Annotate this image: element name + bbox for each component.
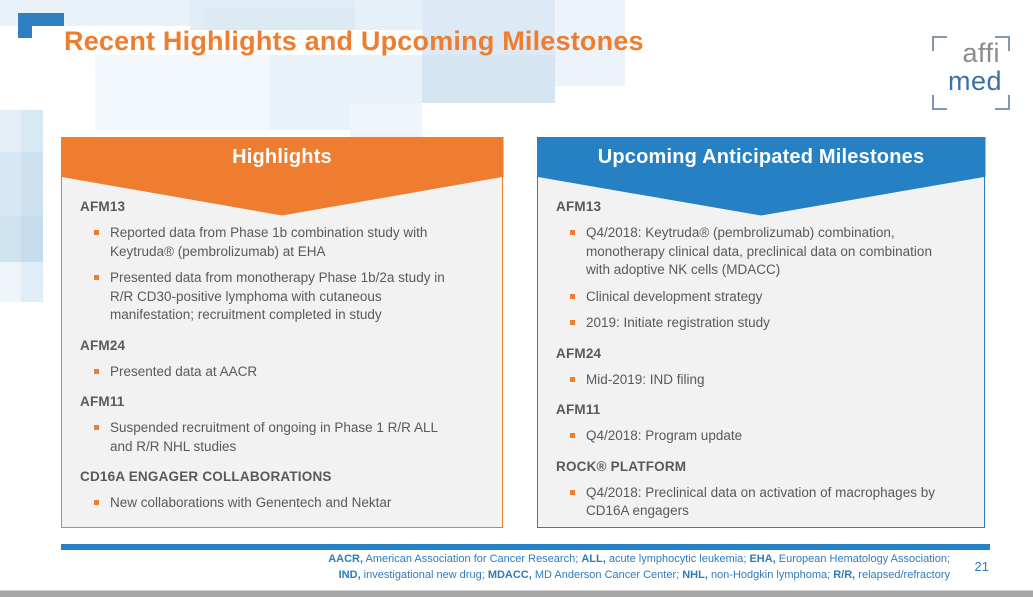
bullet-item: 2019: Initiate registration study — [556, 314, 964, 333]
background-tile — [21, 262, 43, 302]
logo-bracket-icon — [995, 36, 1010, 51]
bullet-square-icon — [94, 425, 99, 430]
bullet-text: 2019: Initiate registration study — [586, 315, 770, 330]
bullet-item: Presented data from monotherapy Phase 1b… — [80, 269, 482, 325]
footnote-line: IND, investigational new drug; MDACC, MD… — [310, 568, 950, 584]
bullet-item: Q4/2018: Preclinical data on activation … — [556, 484, 964, 521]
milestones-panel-title: Upcoming Anticipated Milestones — [597, 145, 925, 168]
bullet-square-icon — [570, 293, 575, 299]
bullet-item: Reported data from Phase 1b combination … — [80, 224, 482, 261]
milestones-panel-body: AFM13 Q4/2018: Keytruda® (pembrolizumab) … — [538, 138, 984, 527]
bullet-square-icon — [570, 489, 575, 495]
background-tile — [422, 0, 555, 55]
bullet-text: Q4/2018: Program update — [586, 428, 743, 443]
background-tile — [95, 55, 270, 130]
bullet-text: New collaborations with Genentech and Ne… — [110, 495, 392, 510]
bullet-item: Mid-2019: IND filing — [556, 371, 964, 390]
logo-text-med: med — [947, 66, 1002, 96]
section-heading: AFM13 — [556, 199, 602, 214]
highlights-panel-body: AFM13 Reported data from Phase 1b combina… — [62, 138, 502, 527]
bullet-square-icon — [570, 320, 575, 325]
bullet-square-icon — [570, 230, 575, 235]
footnote-definition: MD Anderson Cancer Center; — [531, 568, 683, 581]
milestones-panel: AFM13 Q4/2018: Keytruda® (pembrolizumab) … — [536, 136, 986, 528]
background-tile — [555, 0, 625, 86]
footnote-abbreviation: EHA, — [749, 553, 776, 565]
affimed-logo: affi med — [932, 36, 1010, 110]
background-tile — [21, 216, 43, 262]
bullet-text: Q4/2018: Preclinical data on activation … — [586, 484, 935, 519]
footnote-abbreviation: IND, — [338, 568, 361, 581]
background-tile — [422, 55, 555, 103]
bullet-square-icon — [94, 500, 99, 505]
highlights-panel-title: Highlights — [232, 145, 332, 168]
logo-bracket-icon — [995, 95, 1010, 110]
footnote-line: AACR, American Association for Cancer Re… — [310, 552, 950, 568]
background-tile — [0, 110, 21, 152]
bullet-item: Clinical development strategy — [556, 288, 964, 307]
footnote-definition: American Association for Cancer Research… — [363, 553, 582, 565]
bullet-item: New collaborations with Genentech and Ne… — [80, 494, 482, 513]
footnote-definition: investigational new drug; — [360, 568, 488, 581]
section-heading: CD16A ENGAGER COLLABORATIONS — [80, 469, 332, 484]
background-tile — [355, 0, 422, 30]
footnote-abbreviation: AACR, — [328, 553, 364, 565]
bullet-text: Presented data at AACR — [110, 363, 258, 379]
bullet-text: Suspended recruitment of ongoing in Phas… — [110, 420, 438, 454]
corner-bracket-icon — [18, 13, 64, 38]
bullet-text: Clinical development strategy — [586, 288, 763, 304]
footnote-abbreviation: ALL, — [581, 553, 606, 565]
section-heading: AFM13 — [80, 199, 126, 214]
background-tile — [21, 152, 43, 216]
bullet-item: Presented data at AACR — [80, 363, 482, 382]
footer-divider-bar — [61, 544, 990, 550]
highlights-panel: AFM13 Reported data from Phase 1b combina… — [60, 136, 504, 528]
footnote-abbreviation: MDACC, — [487, 568, 532, 581]
background-tile — [0, 152, 21, 216]
section-heading: ROCK® PLATFORM — [556, 458, 687, 474]
background-tile — [0, 262, 21, 302]
section-heading: AFM11 — [80, 394, 125, 409]
bullet-item: Q4/2018: Keytruda® (pembrolizumab) combi… — [556, 224, 964, 280]
background-tile — [0, 216, 21, 262]
footnote-definition: European Hematology Association; — [775, 553, 950, 565]
bullet-item: Q4/2018: Program update — [556, 427, 964, 446]
section-heading: AFM11 — [556, 402, 601, 417]
logo-bracket-icon — [932, 95, 947, 110]
bullet-square-icon — [570, 433, 575, 438]
section-heading: AFM24 — [556, 345, 602, 361]
footnote-abbreviations: AACR, American Association for Cancer Re… — [310, 552, 950, 583]
footnote-definition: acute lymphocytic leukemia; — [605, 553, 750, 565]
bullet-square-icon — [94, 368, 99, 374]
bullet-text: Reported data from Phase 1b combination … — [110, 225, 428, 259]
bullet-text: Q4/2018: Keytruda® (pembrolizumab) combi… — [586, 225, 932, 277]
bullet-square-icon — [94, 230, 99, 235]
bullet-square-icon — [570, 376, 575, 382]
background-tile — [21, 110, 43, 152]
footnote-definition: non-Hodgkin lymphoma; — [707, 568, 834, 581]
slide-title: Recent Highlights and Upcoming Milestone… — [64, 26, 644, 56]
bottom-edge-bar — [0, 590, 1033, 597]
logo-bracket-icon — [932, 36, 947, 51]
section-heading: AFM24 — [80, 337, 126, 353]
logo-text-affi: affi — [962, 38, 1000, 68]
footnote-definition: relapsed/refractory — [855, 568, 950, 581]
footnote-abbreviation: R/R, — [833, 568, 856, 581]
bullet-item: Suspended recruitment of ongoing in Phas… — [80, 419, 482, 456]
footnote-abbreviation: NHL, — [682, 568, 708, 581]
bullet-text: Mid-2019: IND filing — [586, 371, 705, 387]
page-number: 21 — [974, 559, 989, 574]
bullet-square-icon — [94, 275, 99, 280]
bullet-text: Presented data from monotherapy Phase 1b… — [110, 270, 445, 322]
